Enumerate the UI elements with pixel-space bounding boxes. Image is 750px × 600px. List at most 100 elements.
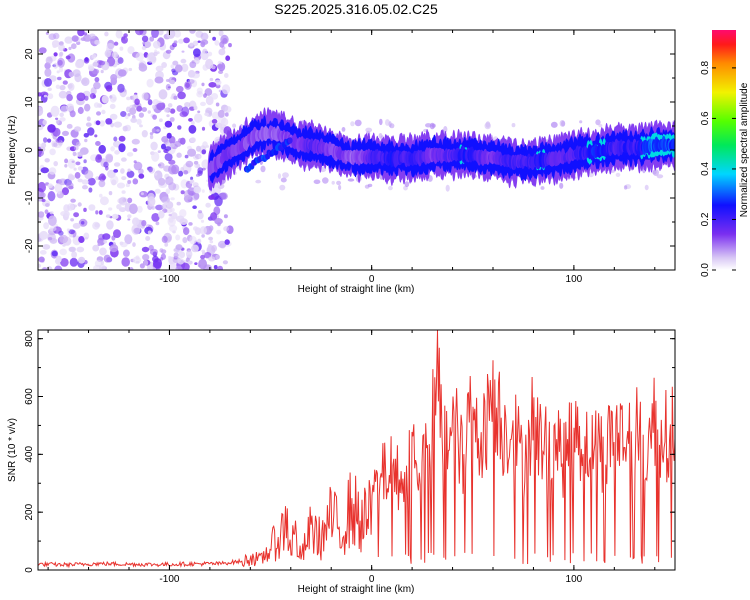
noise-cell bbox=[155, 204, 164, 211]
noise-cell bbox=[180, 58, 187, 64]
noise-cell bbox=[212, 36, 217, 41]
noise-cell bbox=[228, 43, 232, 48]
noise-cell bbox=[67, 83, 73, 89]
noise-cell bbox=[121, 157, 127, 162]
noise-cell bbox=[84, 138, 88, 143]
noise-cell bbox=[69, 257, 78, 267]
noise-cell bbox=[201, 189, 205, 193]
noise-cell bbox=[83, 232, 90, 240]
noise-cell bbox=[115, 30, 123, 39]
noise-cell bbox=[73, 145, 79, 151]
snr-x-label: Height of straight line (km) bbox=[298, 584, 415, 595]
noise-cell bbox=[51, 250, 58, 257]
noise-cell bbox=[98, 60, 106, 66]
speckle-cell bbox=[255, 179, 262, 184]
noise-cell bbox=[214, 181, 220, 188]
speckle-cell bbox=[445, 184, 450, 192]
noise-cell bbox=[66, 94, 73, 102]
noise-cell bbox=[193, 192, 200, 200]
y-tick-label: 0 bbox=[24, 147, 35, 153]
noise-cell bbox=[73, 204, 77, 208]
noise-cell bbox=[208, 195, 215, 200]
noise-cell bbox=[177, 125, 182, 130]
noise-cell bbox=[165, 188, 171, 195]
noise-cell bbox=[94, 77, 100, 83]
noise-cell bbox=[184, 154, 189, 159]
noise-cell bbox=[43, 222, 49, 230]
noise-cell bbox=[191, 120, 195, 126]
noise-cell bbox=[95, 155, 103, 163]
noise-cell bbox=[188, 124, 197, 134]
noise-cell bbox=[198, 155, 202, 159]
speckle-cell bbox=[379, 118, 383, 126]
noise-cell bbox=[117, 83, 125, 93]
noise-cell bbox=[217, 240, 227, 248]
noise-cell bbox=[59, 234, 69, 244]
noise-cell bbox=[176, 85, 184, 93]
noise-cell bbox=[200, 41, 206, 48]
noise-cell bbox=[176, 152, 182, 158]
noise-cell bbox=[110, 175, 119, 185]
speckle-cell bbox=[331, 180, 335, 185]
noise-cell bbox=[48, 215, 57, 227]
noise-cell bbox=[71, 160, 75, 163]
noise-cell bbox=[164, 107, 169, 113]
snr-series-line bbox=[38, 330, 675, 569]
noise-cell bbox=[208, 82, 217, 88]
speckle-cell bbox=[404, 181, 410, 188]
noise-cell bbox=[89, 93, 96, 99]
noise-cell bbox=[175, 234, 181, 241]
spectrogram-y-label: Frequency (Hz) bbox=[7, 116, 18, 185]
noise-cell bbox=[196, 145, 201, 152]
noise-cell bbox=[141, 45, 147, 51]
noise-cell bbox=[88, 187, 93, 193]
noise-cell bbox=[170, 79, 176, 85]
noise-cell bbox=[142, 254, 150, 261]
noise-cell bbox=[152, 40, 161, 49]
noise-cell bbox=[55, 255, 62, 263]
noise-cell bbox=[120, 111, 127, 117]
noise-cell bbox=[120, 242, 128, 248]
noise-cell bbox=[198, 258, 208, 270]
noise-cell bbox=[122, 125, 128, 132]
noise-cell bbox=[126, 170, 135, 178]
speckle-cell bbox=[550, 121, 558, 128]
noise-cell bbox=[193, 105, 198, 110]
noise-cell bbox=[196, 87, 203, 94]
colorbar-label: Normalized spectral amplitude bbox=[739, 82, 750, 217]
noise-cell bbox=[209, 77, 214, 82]
noise-cell bbox=[208, 225, 214, 232]
noise-cell bbox=[125, 183, 130, 188]
speckle-cell bbox=[425, 123, 432, 128]
noise-cell bbox=[42, 267, 47, 270]
noise-cell bbox=[75, 161, 81, 166]
noise-cell bbox=[49, 225, 57, 232]
noise-cell bbox=[161, 143, 166, 150]
noise-cell bbox=[220, 192, 228, 200]
noise-cell bbox=[86, 116, 91, 122]
noise-cell bbox=[73, 212, 79, 218]
noise-cell bbox=[183, 170, 189, 175]
noise-cell bbox=[147, 99, 153, 106]
noise-cell bbox=[77, 30, 85, 37]
noise-cell bbox=[168, 182, 177, 191]
noise-cell bbox=[211, 119, 218, 124]
noise-cell bbox=[66, 103, 74, 112]
noise-cell bbox=[116, 204, 122, 210]
noise-cell bbox=[133, 161, 143, 171]
noise-cell bbox=[106, 220, 114, 230]
noise-cell bbox=[103, 254, 111, 263]
noise-cell bbox=[132, 148, 138, 152]
noise-cell bbox=[211, 244, 218, 252]
noise-cell bbox=[132, 242, 136, 248]
noise-cell bbox=[68, 71, 75, 78]
noise-cell bbox=[181, 50, 185, 53]
noise-cell bbox=[138, 173, 145, 179]
noise-cell bbox=[184, 102, 191, 108]
noise-cell bbox=[55, 84, 61, 90]
noise-cell bbox=[218, 30, 224, 37]
noise-cell bbox=[83, 57, 90, 64]
noise-cell bbox=[213, 206, 221, 216]
noise-cell bbox=[105, 214, 111, 218]
